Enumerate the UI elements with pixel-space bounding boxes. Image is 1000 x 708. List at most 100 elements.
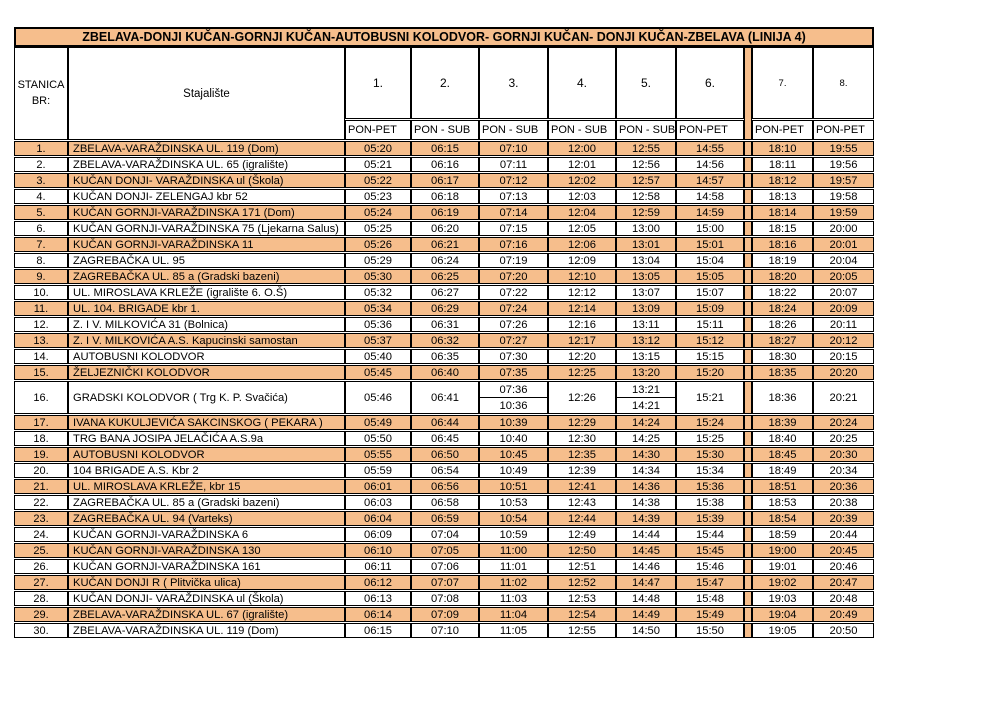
time-cell: 06:01 [345,479,411,494]
stop-name-cell: KUČAN GORNJI-VARAŽDINSKA 161 [68,559,345,574]
station-number-cell: 2. [14,157,68,172]
stop-name-cell: ZBELAVA-VARAŽDINSKA UL. 119 (Dom) [68,623,345,638]
time-cell: 12:26 [548,381,616,414]
time-cell: 06:14 [345,607,411,622]
departure-col-header-6: 6. [676,47,744,119]
time-cell: 10:53 [479,495,548,510]
separator-column [744,575,752,590]
separator-column [744,333,752,348]
time-cell: 19:03 [752,591,813,606]
stop-name-cell: KUČAN DONJI- VARAŽDINSKA ul (Škola) [68,173,345,188]
time-cell: 07:13 [479,189,548,204]
separator-column [744,479,752,494]
stop-row: 27. KUČAN DONJI R ( Plitvička ulica) 06:12… [14,575,874,590]
time-cell: 15:34 [676,463,744,478]
time-cell: 06:15 [345,623,411,638]
stop-row: 22. ZAGREBAČKA UL. 85 a (Gradski bazeni) 0… [14,495,874,510]
separator-column [744,301,752,316]
time-cell: 12:02 [548,173,616,188]
separator-column [744,511,752,526]
time-cell: 15:46 [676,559,744,574]
separator-column [744,463,752,478]
time-value: 07:36 [499,383,528,396]
time-cell: 06:17 [411,173,479,188]
separator-column [744,559,752,574]
stop-row: 12. Z. I V. MILKOVIĆA 31 (Bolnica) 05:36 06… [14,317,874,332]
time-cell: 07:08 [411,591,479,606]
time-cell: 12:09 [548,253,616,268]
time-cell: 06:21 [411,237,479,252]
stop-name-cell: ZBELAVA-VARAŽDINSKA UL. 67 (igralište) [68,607,345,622]
time-cell: 20:39 [813,511,874,526]
time-cell: 20:49 [813,607,874,622]
time-cell: 12:50 [548,543,616,558]
time-cell: 15:20 [676,365,744,380]
station-number-cell: 13. [14,333,68,348]
time-cell: 06:56 [411,479,479,494]
separator-column [744,543,752,558]
time-cell: 06:10 [345,543,411,558]
time-cell: 12:25 [548,365,616,380]
time-cell: 13:05 [616,269,676,284]
time-cell: 12:17 [548,333,616,348]
time-cell: 19:01 [752,559,813,574]
stop-row: 5. KUČAN GORNJI-VARAŽDINSKA 171 (Dom) 05:2… [14,205,874,220]
time-cell: 06:31 [411,317,479,332]
time-cell: 07:26 [479,317,548,332]
separator-column [744,237,752,252]
time-cell: 06:32 [411,333,479,348]
station-number-cell: 8. [14,253,68,268]
time-cell: 07:35 [479,365,548,380]
time-cell: 15:39 [676,511,744,526]
time-cell: 13:20 [616,365,676,380]
time-cell: 07:30 [479,349,548,364]
time-cell: 14:49 [616,607,676,622]
time-cell: 15:05 [676,269,744,284]
time-cell: 20:50 [813,623,874,638]
separator-column [744,415,752,430]
stop-row: 26. KUČAN GORNJI-VARAŽDINSKA 161 06:11 07:0… [14,559,874,574]
time-cell: 05:45 [345,365,411,380]
station-number-cell: 30. [14,623,68,638]
station-number-cell: 18. [14,431,68,446]
stop-name-cell: KUČAN GORNJI-VARAŽDINSKA 6 [68,527,345,542]
time-cell: 20:04 [813,253,874,268]
time-cell: 18:35 [752,365,813,380]
time-cell: 15:09 [676,301,744,316]
time-cell: 07:19 [479,253,548,268]
timetable-table: STANICA BR: Stajalište 1. 2. 3. 4. 5. 6.… [14,46,874,639]
time-cell: 07:14 [479,205,548,220]
time-cell: 12:03 [548,189,616,204]
time-cell: 15:01 [676,237,744,252]
time-cell: 18:24 [752,301,813,316]
time-cell: 06:15 [411,141,479,156]
time-cell: 20:44 [813,527,874,542]
time-cell: 10:45 [479,447,548,462]
time-cell: 14:50 [616,623,676,638]
time-cell: 07:12 [479,173,548,188]
time-cell: 15:50 [676,623,744,638]
stop-header: Stajalište [68,47,345,140]
station-number-cell: 22. [14,495,68,510]
time-cell: 18:27 [752,333,813,348]
time-cell: 06:44 [411,415,479,430]
time-cell: 15:44 [676,527,744,542]
time-cell: 06:03 [345,495,411,510]
time-cell: 18:13 [752,189,813,204]
time-cell: 14:24 [616,415,676,430]
time-cell: 11:01 [479,559,548,574]
time-cell: 12:53 [548,591,616,606]
time-cell: 18:53 [752,495,813,510]
time-cell: 15:30 [676,447,744,462]
stop-row: 13. Z. I V. MILKOVIĆA A.S. Kapucinski sam… [14,333,874,348]
stop-name-cell: TRG BANA JOSIPA JELAČIĆA A.S.9a [68,431,345,446]
separator-column [744,189,752,204]
time-cell: 15:38 [676,495,744,510]
time-cell: 20:00 [813,221,874,236]
station-number-cell: 6. [14,221,68,236]
time-cell: 10:49 [479,463,548,478]
stop-name-cell: KUČAN GORNJI-VARAŽDINSKA 11 [68,237,345,252]
separator-column [744,205,752,220]
time-cell: 11:05 [479,623,548,638]
separator-column [744,141,752,156]
